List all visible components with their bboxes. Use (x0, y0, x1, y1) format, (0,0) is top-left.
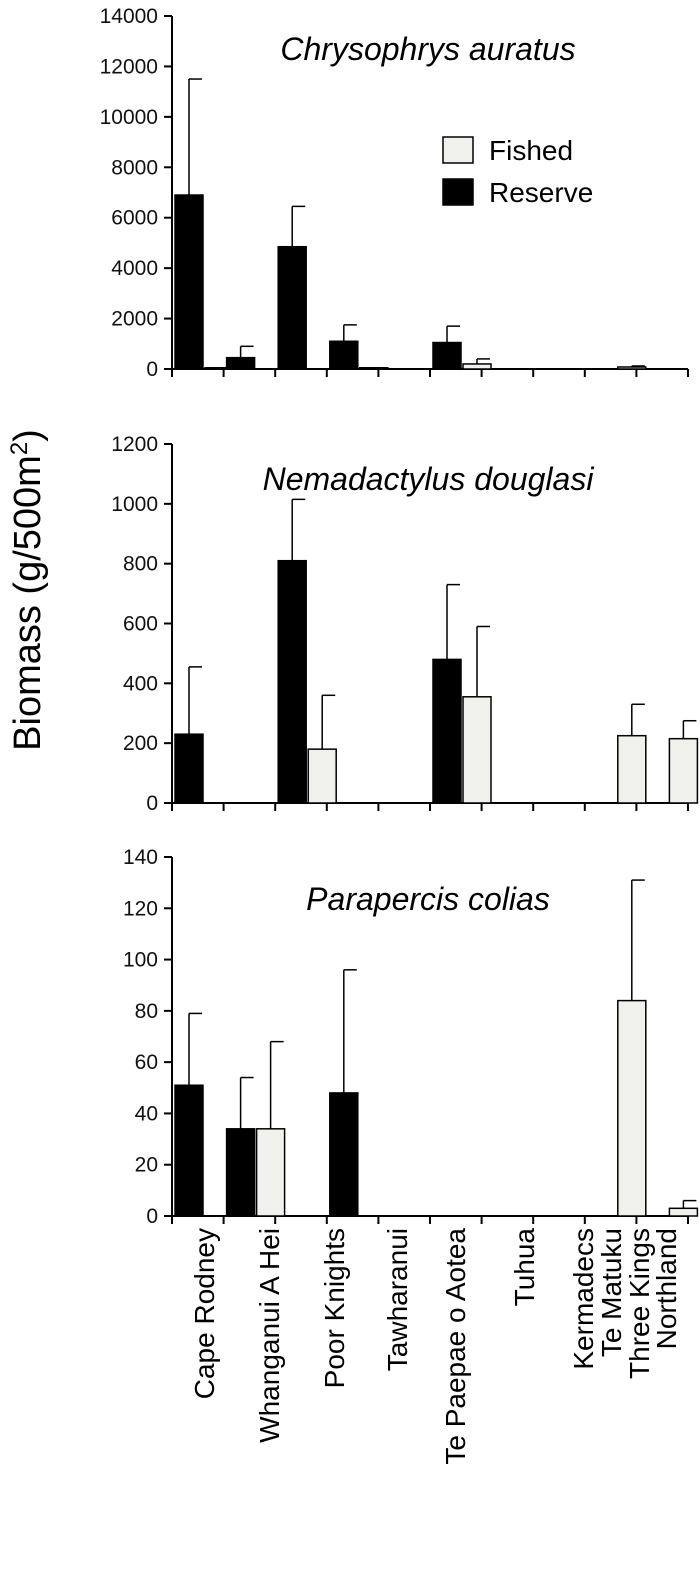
bar-reserve (277, 559, 307, 804)
legend-label-reserve: Reserve (489, 177, 593, 208)
bar-fished (307, 748, 337, 804)
bar-reserve (329, 340, 359, 370)
category-label: Northland (651, 1228, 682, 1349)
bar-reserve (277, 245, 307, 370)
panel-3: 0 20 40 60 80 100 120 140 Parapercis colias (123, 846, 699, 1228)
bar-fished (462, 363, 492, 370)
y-tick-label: 0 (146, 1205, 158, 1228)
category-label: Te Paepae o Aotea (440, 1228, 471, 1465)
y-tick-label: 800 (123, 553, 158, 576)
y-axis-label: Biomass (g/500m2) (6, 429, 50, 751)
y-tick-label: 100 (123, 949, 158, 972)
bar-fished (668, 737, 699, 804)
y-tick-label: 20 (135, 1154, 158, 1177)
y-tick-label: 200 (123, 732, 158, 755)
bar-fished (359, 366, 389, 370)
bar-reserve (174, 733, 204, 804)
category-label: Whanganui A Hei (254, 1228, 285, 1443)
legend-label-fished: Fished (489, 135, 573, 166)
y-tick-label: 12000 (100, 55, 158, 78)
y-axis-label-text: Biomass (g/500m (7, 455, 49, 751)
category-label: Tawharanui (382, 1228, 413, 1371)
category-label: Three Kings (624, 1228, 655, 1379)
legend: Fished Reserve (442, 135, 593, 208)
y-tick-label: 10000 (100, 106, 158, 129)
bar-fished (617, 999, 647, 1217)
y-tick-label: 6000 (111, 207, 158, 230)
panels: 02000400060008000100001200014000Chrysoph… (100, 5, 699, 1228)
y-tick-label: 0 (146, 358, 158, 381)
y-axis-label-close: ) (7, 429, 49, 442)
y-tick-label: 1000 (111, 493, 158, 516)
y-tick-label: 1200 (111, 433, 158, 456)
y-tick-label: 60 (135, 1051, 158, 1074)
category-label: Kermadecs (568, 1228, 599, 1370)
bar-reserve (174, 1084, 204, 1217)
y-tick-label: 2000 (111, 308, 158, 331)
y-tick-label: 40 (135, 1102, 158, 1125)
panel-title: Chrysophrys auratus (280, 31, 575, 67)
legend-swatch-fished (442, 136, 474, 164)
bar-fished (255, 1128, 286, 1217)
y-tick-label: 600 (123, 613, 158, 636)
bar-reserve (329, 1092, 359, 1217)
category-label: Cape Rodney (189, 1228, 220, 1399)
bar-reserve (432, 341, 462, 370)
y-tick-label: 80 (135, 1000, 158, 1023)
category-labels: Cape Rodney Whanganui A Hei Poor Knights Ta… (189, 1228, 682, 1465)
panel-2: 0 200 400 600 800 1000 1200 Nemadactylus dougla… (111, 433, 699, 815)
y-tick-label: 8000 (111, 156, 158, 179)
category-label: Te Matuku (596, 1228, 627, 1357)
bar-reserve (174, 194, 204, 370)
panel-title: Nemadactylus douglasi (263, 461, 595, 497)
bar-reserve (225, 1128, 256, 1217)
panel-title: Parapercis colias (306, 881, 550, 917)
bar-reserve (432, 658, 462, 804)
category-label: Poor Knights (319, 1228, 350, 1388)
legend-swatch-reserve (442, 178, 474, 206)
panel-1: 0 2000 4000 6000 8000 10000 12000 14000 Chrysoph… (100, 5, 689, 381)
bar-fished (462, 696, 492, 804)
y-tick-label: 140 (123, 846, 158, 869)
y-tick-label: 0 (146, 792, 158, 815)
y-tick-label: 120 (123, 897, 158, 920)
y-axis-label-superscript: 2 (6, 442, 33, 455)
bar-fished (204, 366, 234, 370)
bar-fished (668, 1207, 699, 1217)
y-tick-label: 4000 (111, 257, 158, 280)
category-label: Tuhua (509, 1228, 540, 1307)
y-tick-label: 400 (123, 672, 158, 695)
bar-fished (617, 734, 647, 804)
bar-fished (617, 366, 647, 370)
y-tick-label: 14000 (100, 5, 158, 28)
